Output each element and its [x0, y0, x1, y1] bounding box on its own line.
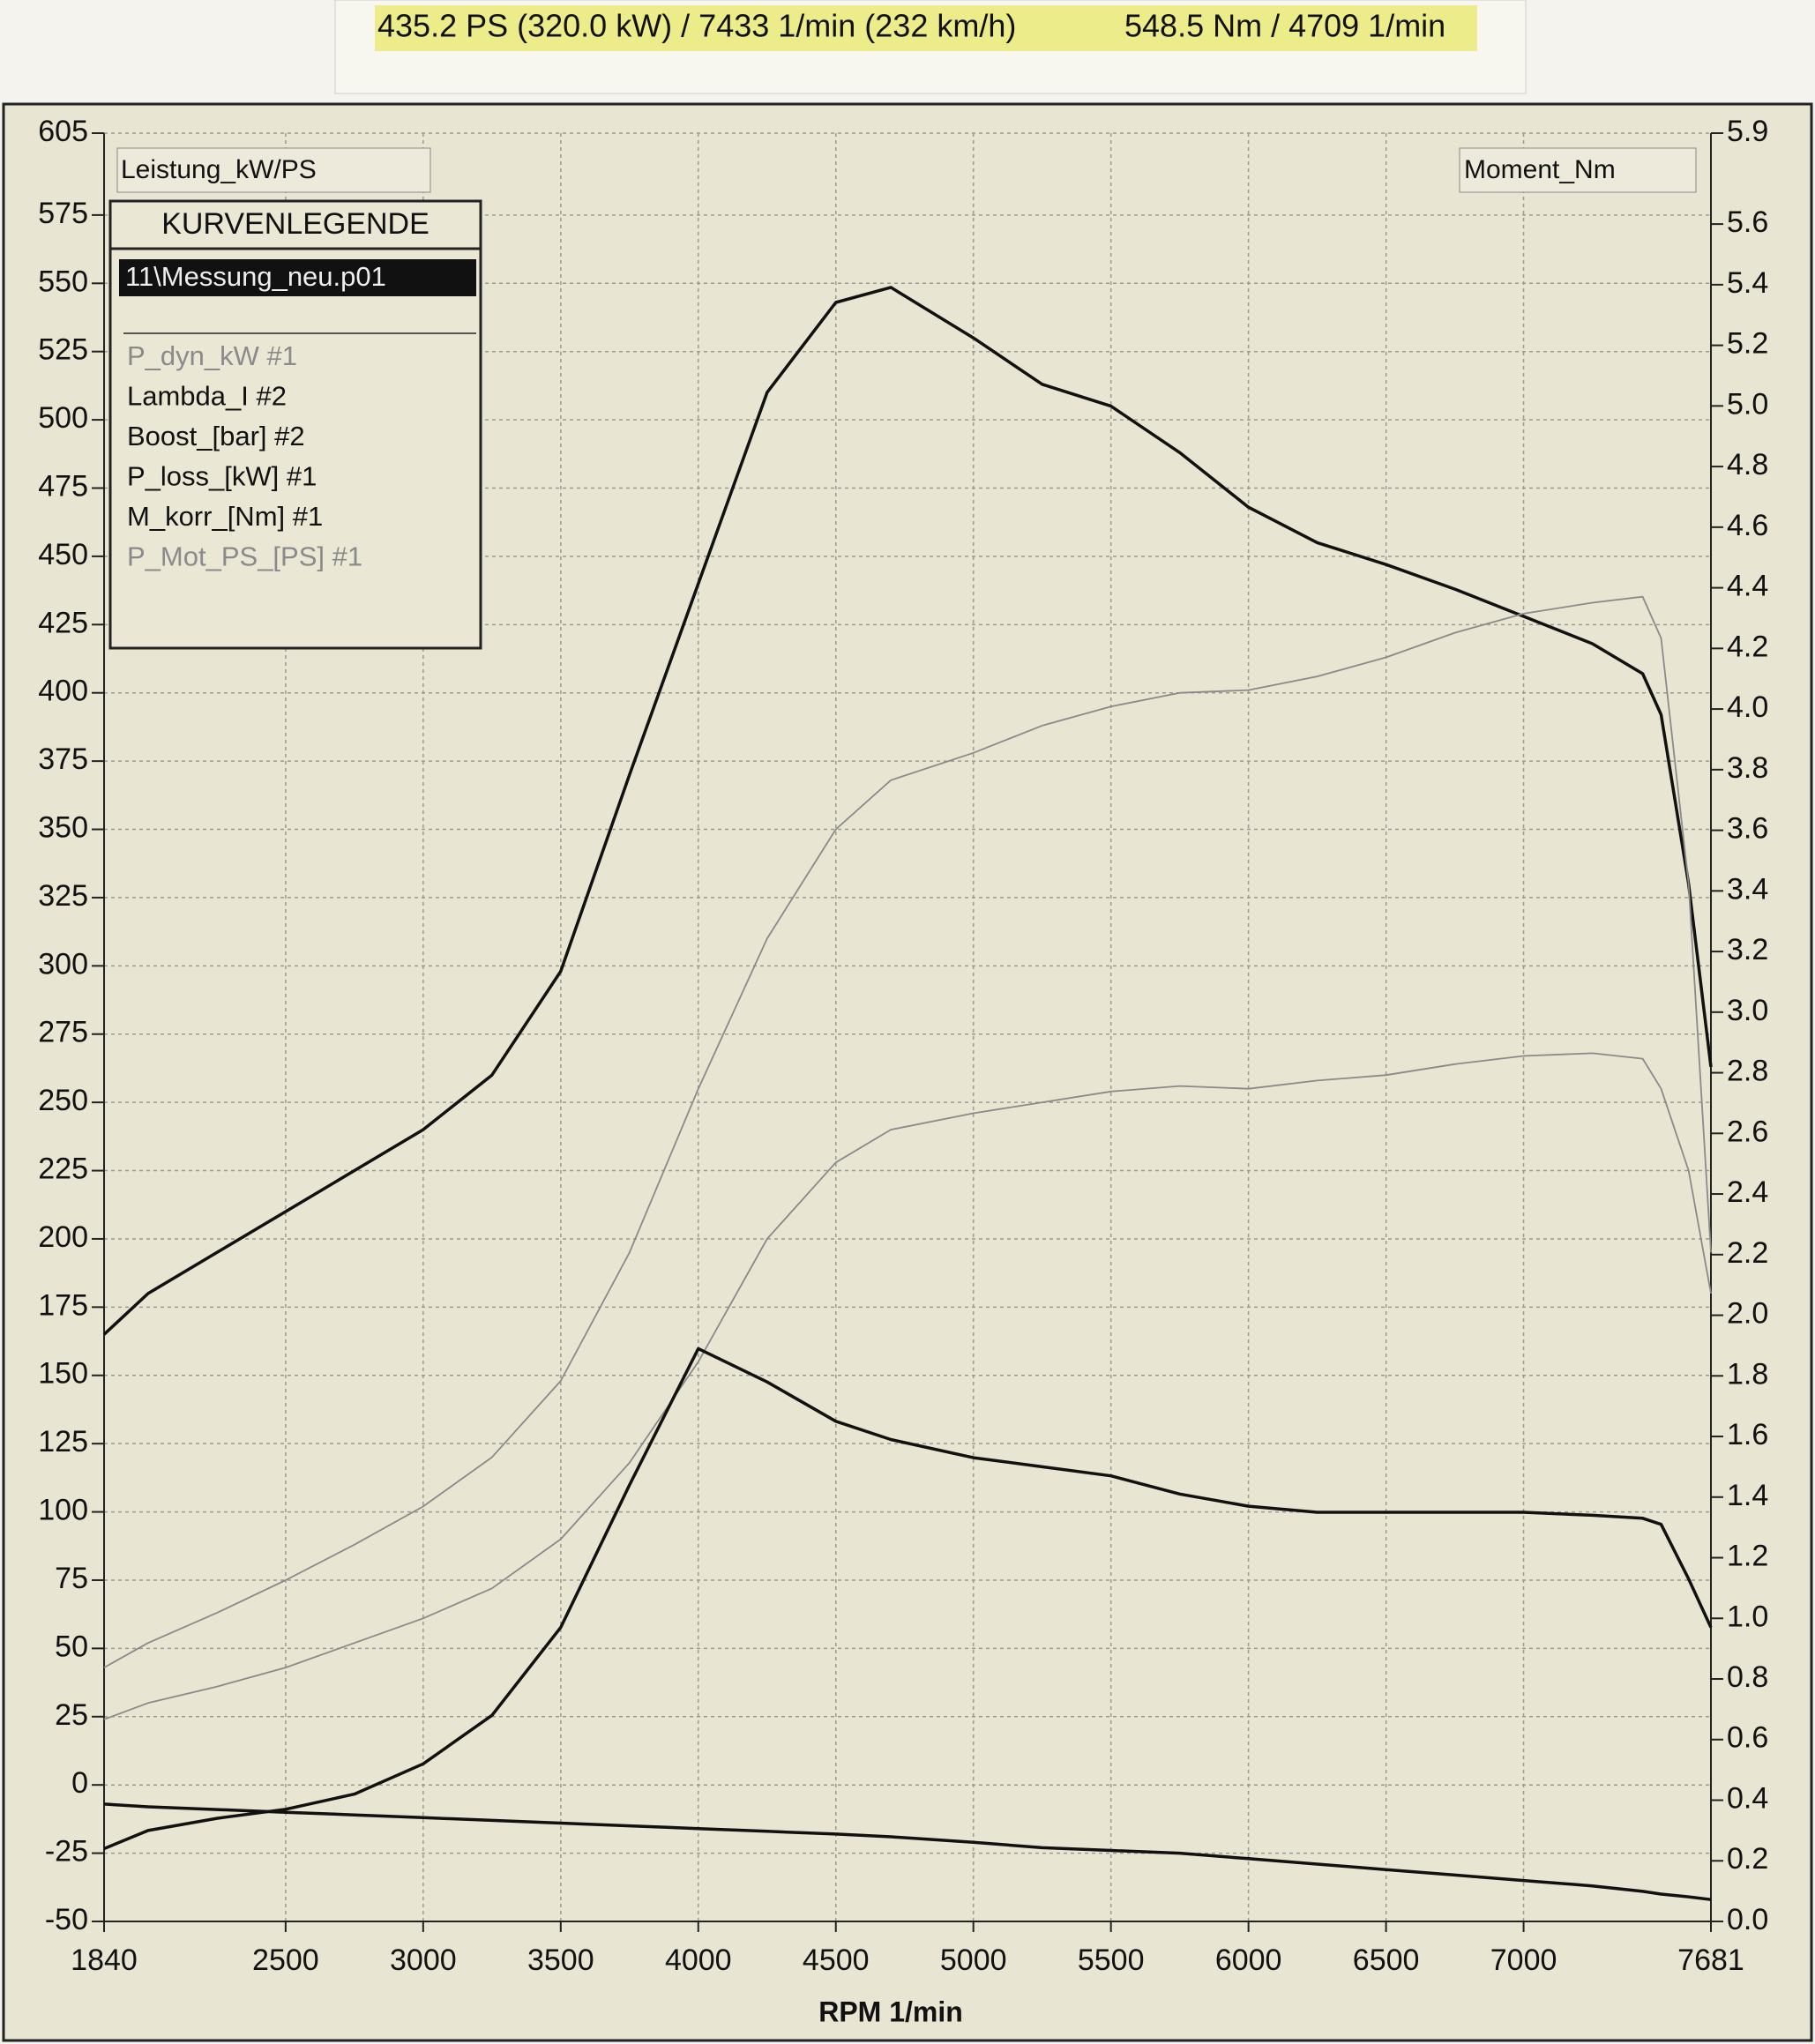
y-tick-label: 125	[38, 1425, 88, 1458]
y-tick-label: 150	[38, 1357, 88, 1391]
y-tick-label: 175	[38, 1288, 88, 1322]
y2-tick-label: 2.0	[1727, 1297, 1768, 1331]
y-tick-label: 500	[38, 401, 88, 435]
y2-tick-label: 4.4	[1727, 570, 1768, 603]
y-tick-label: 475	[38, 469, 88, 503]
x-tick-label: 5500	[1078, 1943, 1145, 1977]
y2-tick-label: 0.0	[1727, 1903, 1768, 1936]
y2-label-box	[1459, 147, 1697, 193]
x-tick-label: 4500	[803, 1943, 870, 1977]
y-tick-label: 375	[38, 742, 88, 776]
y2-tick-label: 0.2	[1727, 1842, 1768, 1876]
legend-entry: P_loss_[kW] #1	[127, 461, 317, 492]
y-label-box	[116, 147, 431, 193]
series-line	[102, 286, 1713, 1336]
legend-entry: M_korr_[Nm] #1	[127, 501, 323, 532]
y2-tick-label: 4.2	[1727, 630, 1768, 663]
y-tick-label: 25	[55, 1698, 88, 1732]
y-tick-label: 275	[38, 1016, 88, 1049]
y-tick-label: 575	[38, 197, 88, 230]
y-tick-label: 100	[38, 1494, 88, 1527]
x-tick-label: 3000	[390, 1943, 457, 1977]
y-tick-label: -50	[45, 1903, 88, 1936]
header-power: 435.2 PS (320.0 kW) / 7433 1/min (232 km…	[377, 8, 1016, 44]
y2-tick-label: 2.8	[1727, 1055, 1768, 1088]
y2-tick-label: 4.6	[1727, 509, 1768, 542]
y2-tick-label: 0.4	[1727, 1781, 1768, 1815]
y-tick-label: 75	[55, 1562, 88, 1595]
series-line	[103, 1802, 1712, 1901]
y2-tick-label: 3.4	[1727, 872, 1768, 906]
y2-tick-label: 3.8	[1727, 751, 1768, 785]
y-tick-label: 200	[38, 1220, 88, 1254]
y-tick-label: 225	[38, 1153, 88, 1186]
legend-title: KURVENLEGENDE	[161, 207, 429, 241]
y2-tick-label: 4.0	[1727, 690, 1768, 724]
y-tick-label: 50	[55, 1630, 88, 1663]
legend-entry: P_dyn_kW #1	[127, 340, 297, 371]
legend-entry: P_Mot_PS_[PS] #1	[127, 541, 362, 572]
y2-tick-label: 1.2	[1727, 1540, 1768, 1573]
y2-tick-label: 4.8	[1727, 448, 1768, 481]
series-line	[103, 1052, 1712, 1720]
y2-axis-label: Moment_Nm	[1464, 155, 1616, 184]
x-tick-label: 6500	[1353, 1943, 1420, 1977]
header-highlight	[375, 5, 1477, 51]
legend: KURVENLEGENDE 11\Messung_neu.p01 P_dyn_k…	[108, 199, 482, 650]
y-tick-label: 350	[38, 811, 88, 845]
x-tick-label: 1840	[71, 1943, 138, 1977]
x-axis-label: RPM 1/min	[818, 1996, 963, 2027]
y-tick-label: 425	[38, 606, 88, 639]
x-tick-label: 7000	[1490, 1943, 1557, 1977]
y2-tick-label: 1.4	[1727, 1479, 1768, 1512]
y-tick-label: 450	[38, 538, 88, 571]
y2-tick-label: 5.4	[1727, 266, 1768, 300]
x-tick-label: 4000	[665, 1943, 732, 1977]
y2-tick-label: 0.8	[1727, 1660, 1768, 1694]
y2-tick-label: 5.2	[1727, 327, 1768, 361]
legend-entry: Boost_[bar] #2	[127, 421, 305, 451]
x-tick-label: 3500	[527, 1943, 594, 1977]
y-tick-label: -25	[45, 1835, 88, 1869]
y2-tick-label: 3.0	[1727, 994, 1768, 1027]
y2-tick-label: 2.2	[1727, 1236, 1768, 1270]
y2-tick-label: 1.6	[1727, 1418, 1768, 1451]
legend-entry: Lambda_I #2	[127, 381, 287, 412]
header-torque: 548.5 Nm / 4709 1/min	[1124, 8, 1445, 44]
x-tick-label: 6000	[1215, 1943, 1282, 1977]
x-tick-label: 5000	[940, 1943, 1007, 1977]
y-tick-label: 0	[71, 1766, 88, 1800]
y2-tick-label: 5.0	[1727, 387, 1768, 421]
y2-tick-label: 2.6	[1727, 1115, 1768, 1148]
axes: -50 -25 0 25 50 75 100 125 150 175 200 225 250 275 300…	[38, 115, 1768, 1977]
y2-tick-label: 5.6	[1727, 205, 1768, 239]
y2-tick-label: 1.8	[1727, 1357, 1768, 1391]
y2-tick-label: 5.9	[1727, 115, 1768, 148]
series-line	[103, 595, 1712, 1668]
y2-tick-label: 2.4	[1727, 1175, 1768, 1209]
legend-file-highlight	[119, 259, 476, 296]
x-tick-label: 2500	[252, 1943, 319, 1977]
y-tick-label: 605	[38, 115, 88, 148]
series-line	[103, 1347, 1713, 1851]
y-axis-label: Leistung_kW/PS	[121, 155, 317, 184]
y-tick-label: 300	[38, 947, 88, 981]
y2-tick-label: 0.6	[1727, 1721, 1768, 1755]
y2-tick-label: 1.0	[1727, 1600, 1768, 1633]
legend-file: 11\Messung_neu.p01	[125, 261, 386, 292]
y-tick-label: 325	[38, 879, 88, 913]
y-tick-label: 550	[38, 265, 88, 298]
y-tick-label: 400	[38, 675, 88, 708]
y2-tick-label: 3.6	[1727, 812, 1768, 846]
y2-tick-label: 3.2	[1727, 933, 1768, 966]
x-tick-label: 7681	[1677, 1943, 1744, 1977]
y-tick-label: 250	[38, 1084, 88, 1117]
lines	[102, 286, 1713, 1901]
y-tick-label: 525	[38, 333, 88, 367]
